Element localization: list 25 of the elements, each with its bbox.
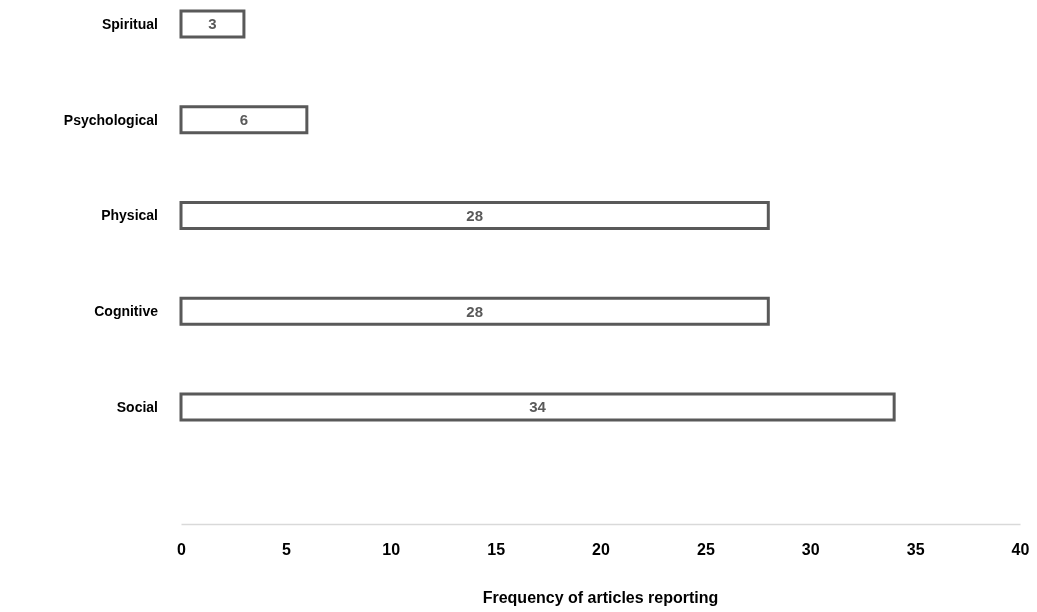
x-tick-label: 30 <box>801 541 820 559</box>
y-tick-label: Cognitive <box>94 303 159 320</box>
x-tick-label: 10 <box>382 541 401 559</box>
data-label: 3 <box>208 15 217 33</box>
x-tick-label: 25 <box>696 541 715 559</box>
bar <box>179 9 246 39</box>
x-tick-label: 15 <box>487 541 506 559</box>
bar <box>179 392 896 422</box>
x-tick-label: 20 <box>592 541 610 559</box>
y-tick-label: Physical <box>101 207 158 224</box>
x-tick-label: 40 <box>1011 541 1030 559</box>
x-tick-label: 5 <box>281 541 291 559</box>
data-label: 34 <box>529 398 547 416</box>
bar <box>179 105 309 135</box>
x-tick-label: 0 <box>177 541 187 559</box>
bar <box>179 296 770 326</box>
bar <box>179 201 770 230</box>
y-tick-label: Social <box>116 398 158 415</box>
data-label: 6 <box>239 111 249 128</box>
y-tick-label: Spiritual <box>101 15 158 32</box>
x-tick-label: 35 <box>906 541 925 559</box>
data-label: 28 <box>466 302 483 320</box>
y-tick-label: Psychological <box>63 111 158 128</box>
x-axis-title: Frequency of articles reporting <box>482 589 719 606</box>
data-label: 28 <box>466 206 483 224</box>
